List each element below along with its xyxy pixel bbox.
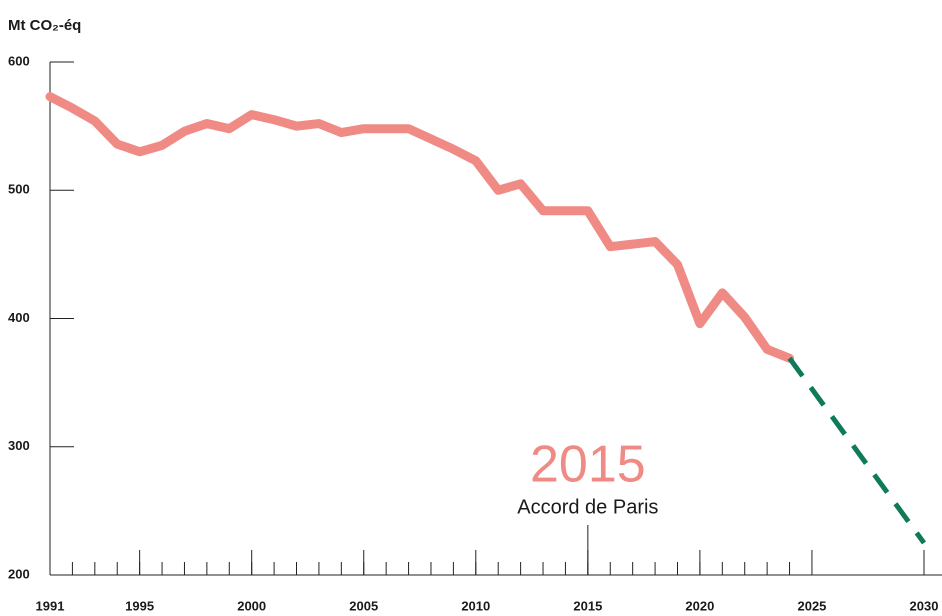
series-line	[45, 92, 795, 363]
y-axis-label: Mt CO₂-éq	[8, 17, 81, 34]
x-tick-label: 2020	[685, 598, 714, 613]
annotation-year: 2015	[530, 436, 646, 494]
x-tick-label: 2030	[910, 598, 939, 613]
x-tick-label: 2000	[237, 598, 266, 613]
y-tick-label: 200	[8, 566, 30, 581]
x-tick-label: 2015	[573, 598, 602, 613]
y-tick-label: 300	[8, 438, 30, 453]
annotation-text: Accord de Paris	[517, 496, 658, 518]
x-tick-label: 1995	[125, 598, 154, 613]
x-tick-label: 2005	[349, 598, 378, 613]
x-tick-label: 1991	[36, 598, 65, 613]
y-tick-label: 400	[8, 310, 30, 325]
series-line	[787, 356, 927, 545]
y-tick-label: 500	[8, 182, 30, 197]
x-tick-label: 2010	[461, 598, 490, 613]
y-tick-label: 600	[8, 53, 30, 68]
x-tick-label: 2025	[797, 598, 826, 613]
